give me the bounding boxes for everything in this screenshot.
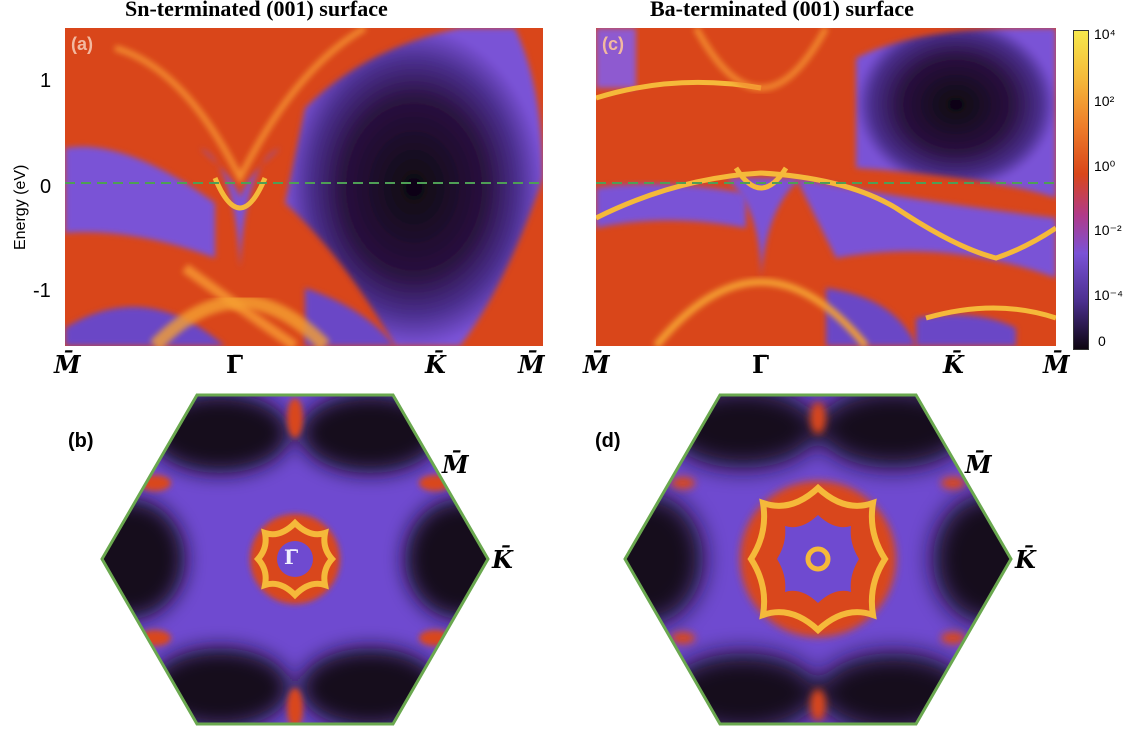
hex-d-k-label: K̄ — [1015, 545, 1036, 574]
kpoint-a-gamma: Γ̄ — [226, 350, 244, 379]
cb-tick-1em4: 10⁻⁴ — [1094, 287, 1123, 303]
cb-tick-1e2: 10² — [1094, 93, 1115, 109]
panel-label-b: (b) — [68, 430, 94, 452]
panel-label-a: (a) — [71, 34, 93, 54]
kpoint-c-m1: M̄ — [583, 350, 610, 379]
band-plot-c — [596, 28, 1056, 346]
kpoint-c-k: K̄ — [943, 350, 964, 379]
kpoint-a-m1: M̄ — [54, 350, 81, 379]
kpoint-a-m2: M̄ — [518, 350, 545, 379]
cb-tick-1em2: 10⁻² — [1094, 222, 1122, 238]
hex-b-gamma-label: Γ̄ — [284, 545, 299, 569]
band-panel-a: (a) — [65, 28, 543, 346]
y-tick-1: 1 — [40, 70, 52, 92]
panel-a-title: Sn-terminated (001) surface — [125, 0, 388, 21]
panel-label-c: (c) — [602, 34, 624, 54]
band-plot-a — [65, 28, 543, 346]
kpoint-a-k: K̄ — [425, 350, 446, 379]
kpoint-c-gamma: Γ̄ — [752, 350, 770, 379]
hex-b-m-label: M̄ — [442, 450, 469, 479]
panel-label-d: (d) — [595, 430, 621, 452]
cb-tick-1e4: 10⁴ — [1094, 26, 1116, 42]
hex-d-m-label: M̄ — [965, 450, 992, 479]
kpoint-c-m2: M̄ — [1043, 350, 1070, 379]
y-axis-label: Energy (eV) — [12, 164, 29, 250]
fermi-surface-b — [100, 393, 490, 726]
y-tick-0: 0 — [40, 176, 52, 198]
band-panel-c: (c) — [596, 28, 1056, 346]
panel-c-title: Ba-terminated (001) surface — [650, 0, 914, 21]
fermi-surface-d — [623, 393, 1013, 726]
cb-tick-0: 0 — [1098, 333, 1106, 349]
cb-tick-1e0: 10⁰ — [1094, 158, 1116, 174]
hex-b-k-label: K̄ — [492, 545, 513, 574]
y-tick-minus1: -1 — [33, 280, 51, 302]
colorbar — [1073, 30, 1089, 350]
